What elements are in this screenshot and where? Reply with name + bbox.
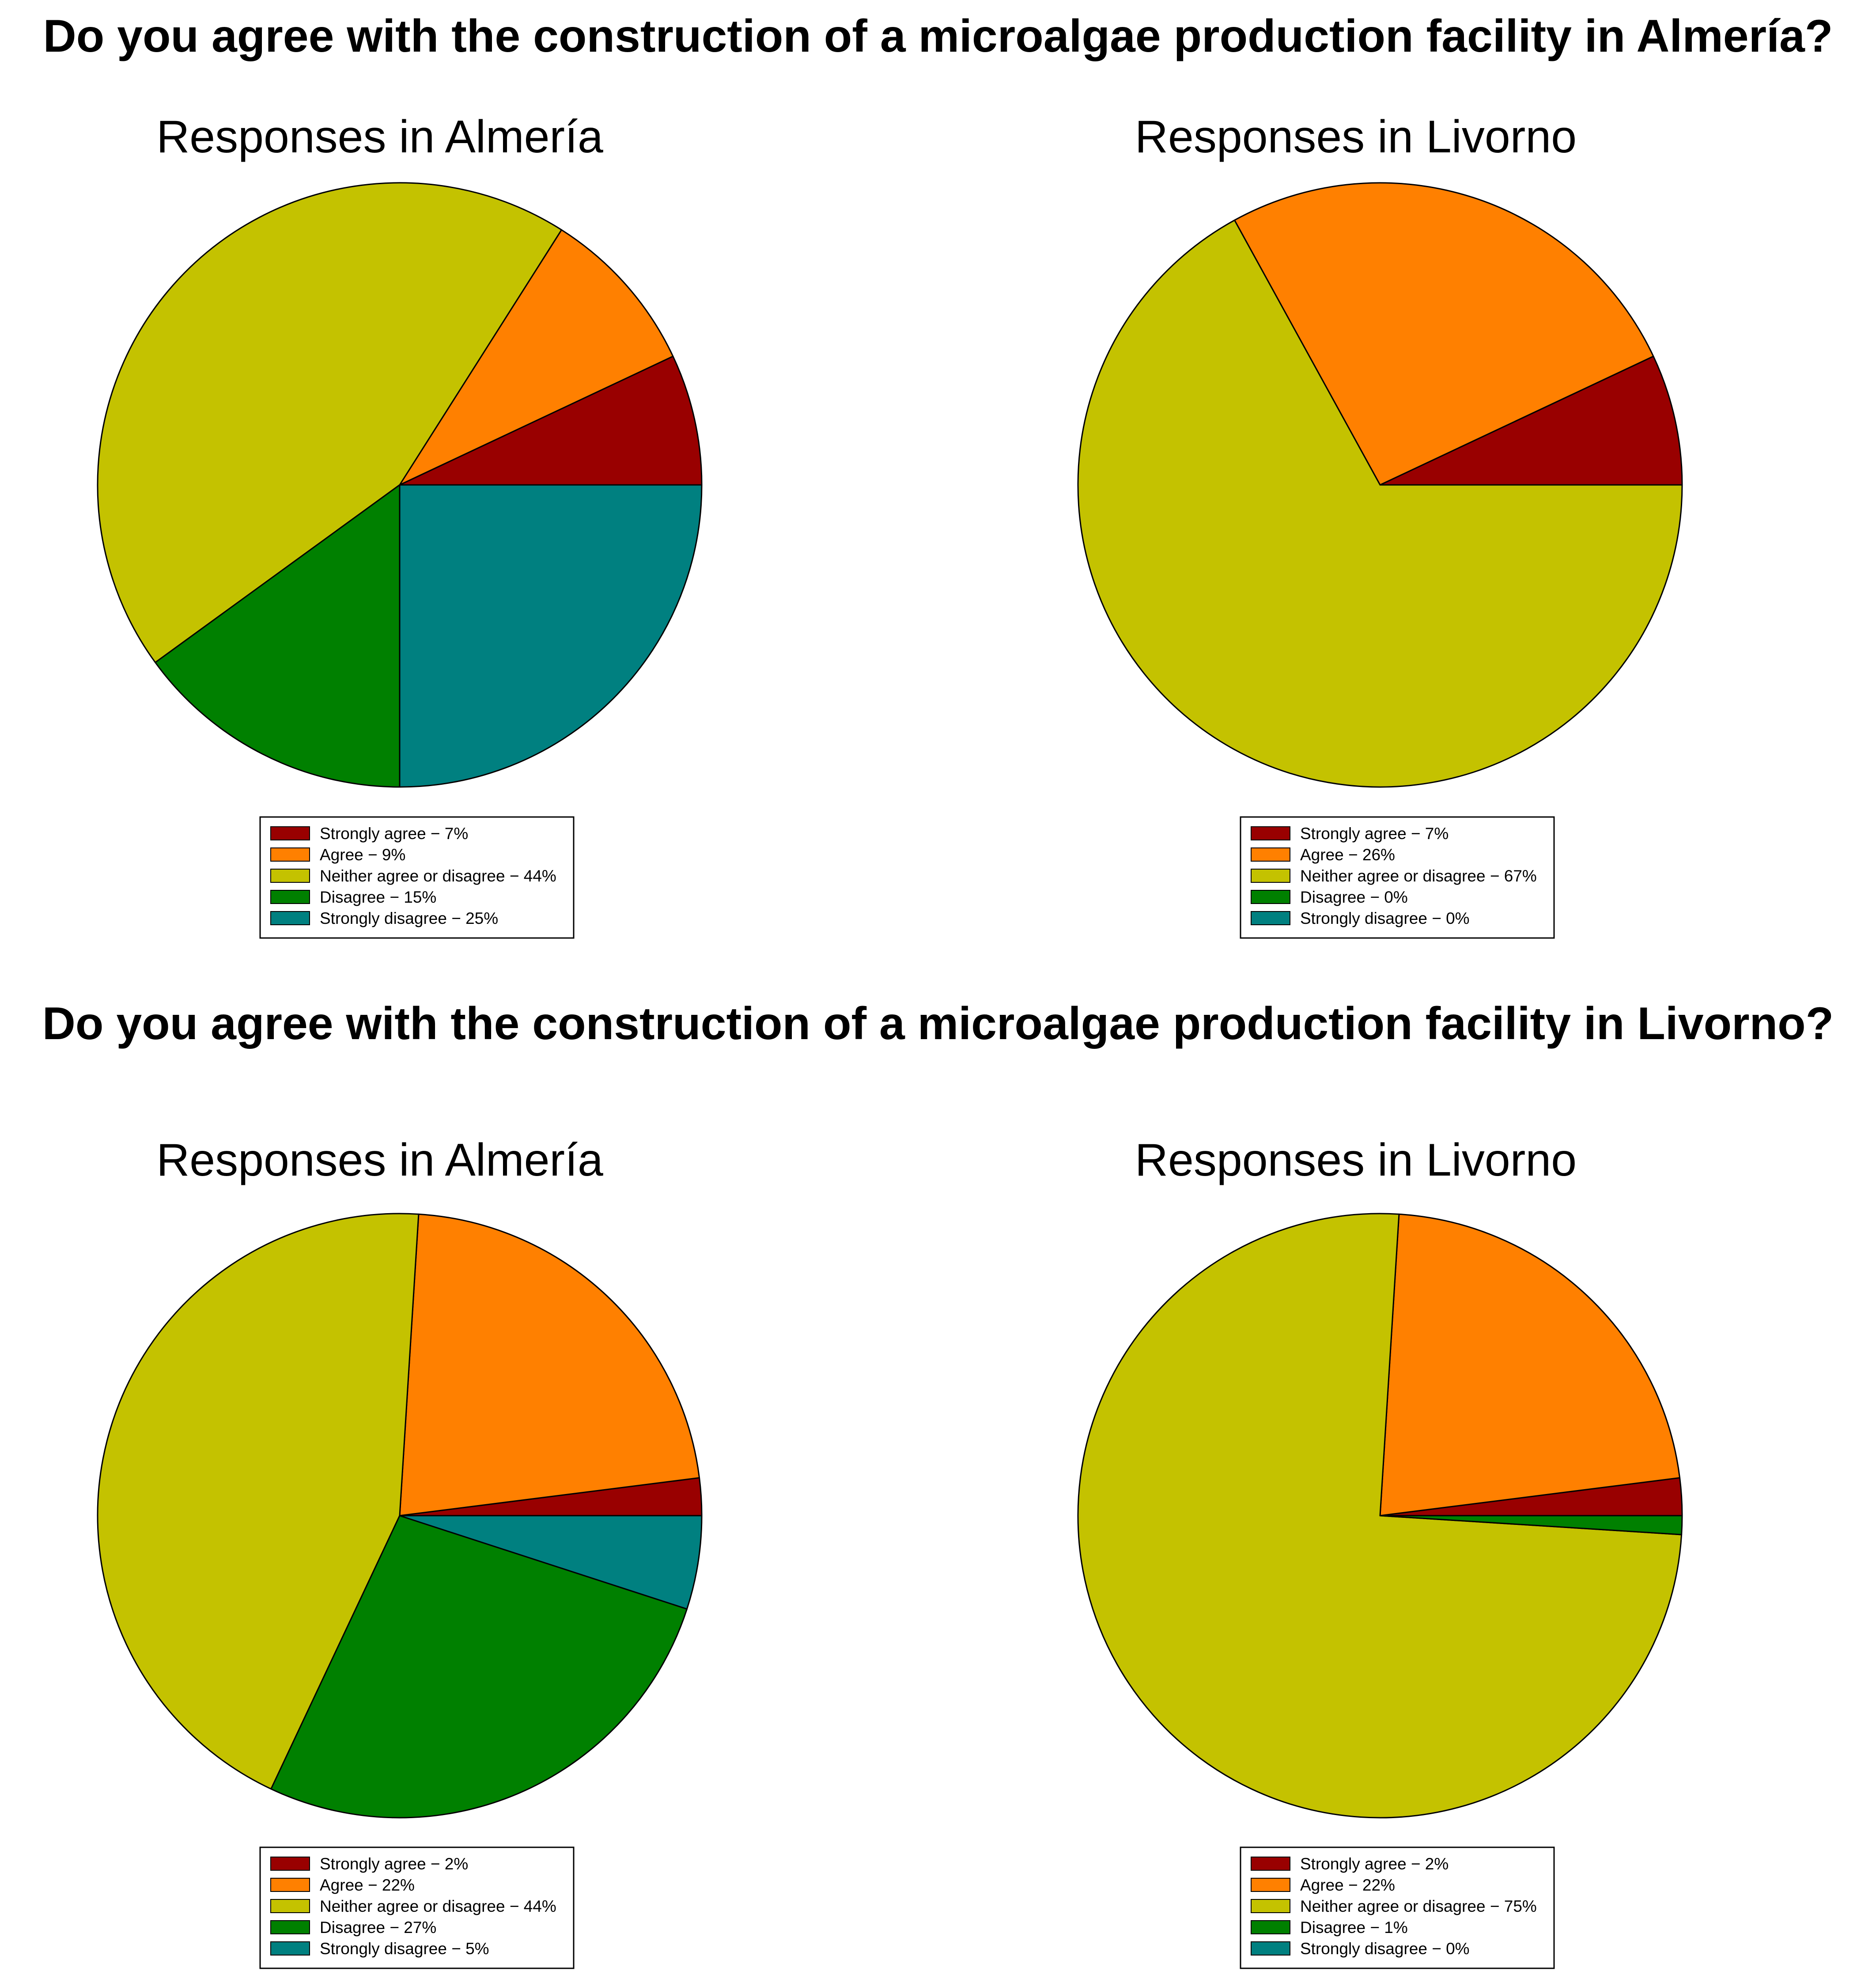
legend-swatch-disagree: [270, 890, 310, 904]
pie-slice-disagree: [270, 1515, 688, 1819]
pie-slice-strongly-agree: [399, 356, 703, 486]
legend-frame: [1240, 1846, 1555, 1969]
legend-label-disagree: Disagree − 0%: [1300, 888, 1408, 906]
pie-slice-agree: [399, 1213, 700, 1517]
legend-swatch-strongly-disagree: [270, 1941, 310, 1956]
legend-swatch-disagree: [1251, 1920, 1290, 1934]
legend-label-neither-agree-or-disagree: Neither agree or disagree − 75%: [1300, 1897, 1537, 1915]
pie-slice-neither-agree-or-disagree: [1077, 219, 1683, 788]
chart-legend: Strongly agree − 7% Agree − 26% Neither ag…: [1240, 816, 1555, 939]
legend-label-strongly-agree: Strongly agree − 2%: [320, 1855, 468, 1873]
legend-label-strongly-disagree: Strongly disagree − 0%: [1300, 1940, 1470, 1958]
chart-title: Responses in Almería: [156, 1135, 603, 1186]
legend-label-agree: Agree − 26%: [1300, 846, 1395, 864]
legend-label-neither-agree-or-disagree: Neither agree or disagree − 67%: [1300, 867, 1537, 885]
legend-swatch-strongly-disagree: [1251, 1941, 1290, 1956]
legend-swatch-neither-agree-or-disagree: [270, 869, 310, 883]
legend-label-strongly-disagree: Strongly disagree − 25%: [320, 909, 498, 927]
legend-swatch-strongly-agree: [1251, 826, 1290, 840]
pie-chart-3: Responses in Almería Strongly agree − 2% A…: [97, 1135, 703, 1969]
legend-label-strongly-agree: Strongly agree − 7%: [1300, 825, 1449, 843]
legend-label-disagree: Disagree − 1%: [1300, 1918, 1408, 1937]
legend-label-agree: Agree − 9%: [320, 846, 405, 864]
question-almeria-facility: Do you agree with the construction of a …: [43, 11, 1833, 62]
legend-label-strongly-disagree: Strongly disagree − 5%: [320, 1940, 489, 1958]
legend-swatch-agree: [1251, 1878, 1290, 1892]
legend-swatch-agree: [1251, 847, 1290, 862]
legend-swatch-agree: [270, 1878, 310, 1892]
pie-slice-neither-agree-or-disagree: [97, 182, 563, 663]
legend-swatch-strongly-agree: [270, 826, 310, 840]
chart-title: Responses in Almería: [156, 111, 603, 163]
chart-legend: Strongly agree − 2% Agree − 22% Neither ag…: [259, 1846, 575, 1969]
legend-label-strongly-agree: Strongly agree − 7%: [320, 825, 468, 843]
legend-frame: [1240, 816, 1555, 939]
pie-slice-disagree: [1379, 1515, 1683, 1536]
pie-chart-2: Responses in Livorno Strongly agree − 7% A…: [1077, 111, 1683, 939]
pie-slice-agree: [399, 229, 674, 486]
legend-swatch-neither-agree-or-disagree: [270, 1899, 310, 1913]
legend-label-neither-agree-or-disagree: Neither agree or disagree − 44%: [320, 867, 556, 885]
legend-label-neither-agree-or-disagree: Neither agree or disagree − 44%: [320, 1897, 556, 1915]
legend-frame: [259, 1846, 575, 1969]
pie-slice-disagree: [155, 484, 401, 788]
legend-label-disagree: Disagree − 27%: [320, 1918, 436, 1937]
chart-legend: Strongly agree − 7% Agree − 9% Neither agr…: [259, 816, 575, 939]
legend-swatch-disagree: [1251, 890, 1290, 904]
legend-swatch-agree: [270, 847, 310, 862]
pie-chart-1: Responses in Almería Strongly agree − 7% A…: [97, 111, 703, 939]
legend-swatch-strongly-disagree: [270, 911, 310, 925]
legend-label-agree: Agree − 22%: [1300, 1876, 1395, 1894]
legend-swatch-strongly-disagree: [1251, 911, 1290, 925]
legend-frame: [259, 816, 575, 939]
legend-label-agree: Agree − 22%: [320, 1876, 415, 1894]
legend-swatch-neither-agree-or-disagree: [1251, 1899, 1290, 1913]
legend-label-disagree: Disagree − 15%: [320, 888, 436, 906]
pie-slice-strongly-agree: [1379, 356, 1683, 486]
pie-slice-strongly-disagree: [399, 1515, 703, 1610]
legend-label-strongly-agree: Strongly agree − 2%: [1300, 1855, 1449, 1873]
chart-title: Responses in Livorno: [1135, 1135, 1577, 1186]
legend-swatch-strongly-agree: [1251, 1857, 1290, 1871]
chart-title: Responses in Livorno: [1135, 111, 1577, 163]
legend-swatch-strongly-agree: [270, 1857, 310, 1871]
chart-legend: Strongly agree − 2% Agree − 22% Neither ag…: [1240, 1846, 1555, 1969]
pie-slice-strongly-disagree: [399, 484, 703, 788]
pie-slice-agree: [1379, 1213, 1681, 1517]
pie-chart-4: Responses in Livorno Strongly agree − 2% A…: [1077, 1135, 1683, 1969]
legend-label-strongly-disagree: Strongly disagree − 0%: [1300, 909, 1470, 927]
legend-swatch-disagree: [270, 1920, 310, 1934]
legend-swatch-neither-agree-or-disagree: [1251, 869, 1290, 883]
question-livorno-facility: Do you agree with the construction of a …: [42, 998, 1834, 1049]
